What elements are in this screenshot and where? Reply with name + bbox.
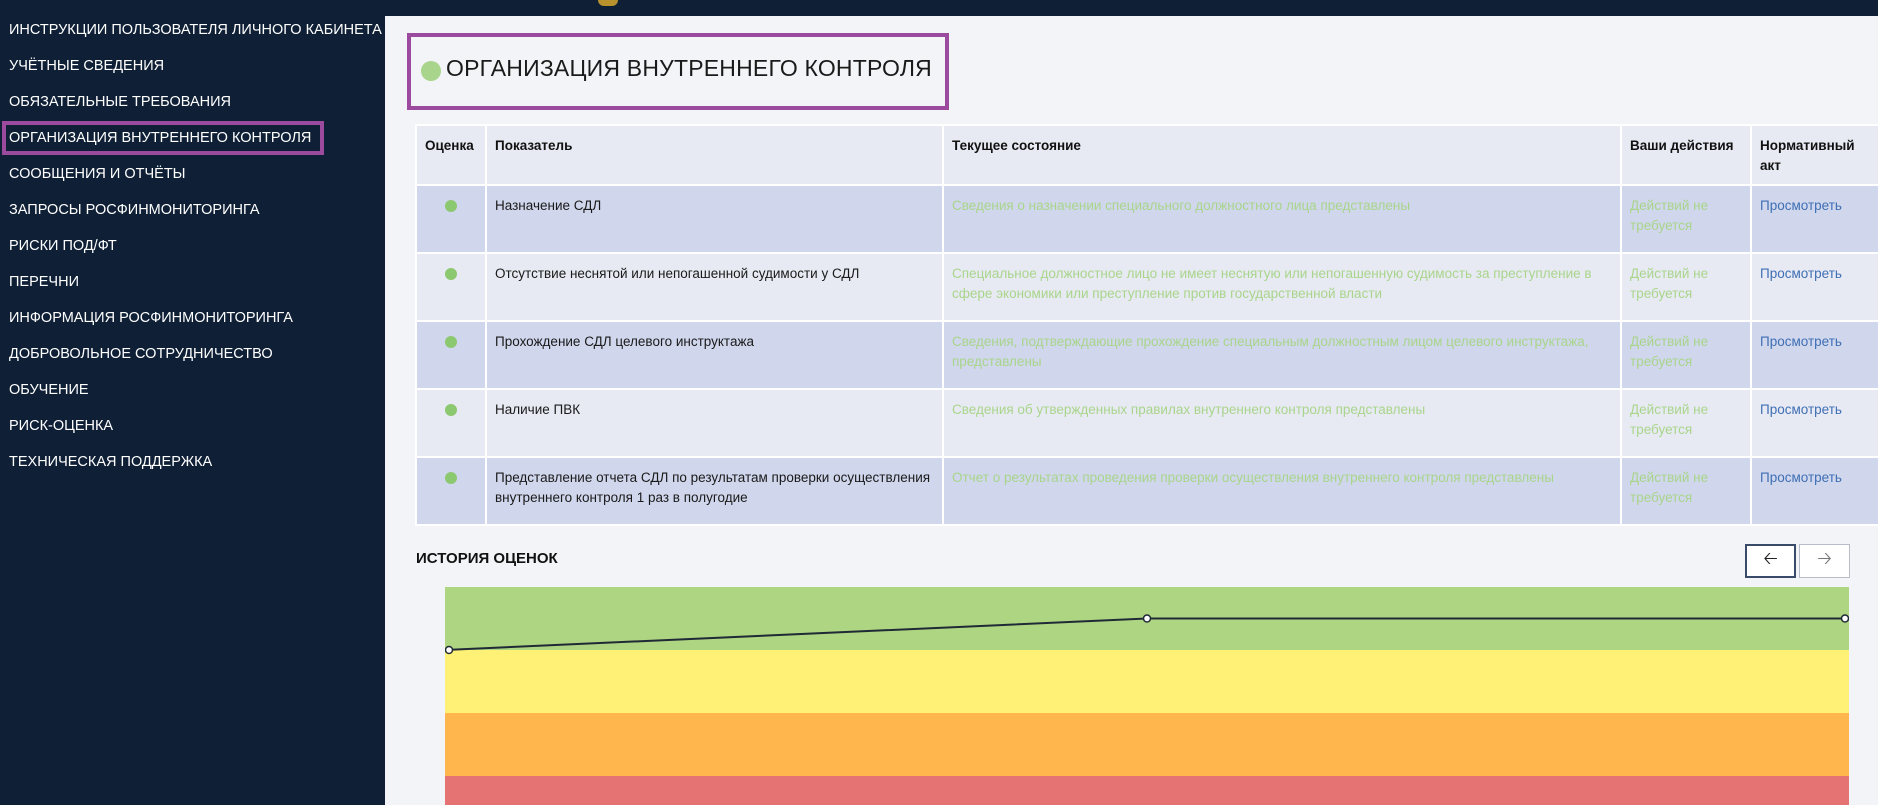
sidebar-item-label: РИСКИ ПОД/ФТ [9, 238, 117, 254]
act-cell: Просмотреть [1750, 252, 1878, 322]
arrow-right-icon: 🡢 [1817, 548, 1832, 568]
column-header-act: Нормативный акт [1750, 124, 1878, 186]
column-header-actions: Ваши действия [1620, 124, 1752, 186]
chart-point[interactable] [1142, 614, 1152, 623]
page-title-box: ОРГАНИЗАЦИЯ ВНУТРЕННЕГО КОНТРОЛЯ [407, 33, 949, 110]
chart-band [445, 650, 1849, 713]
sidebar-item-label: ДОБРОВОЛЬНОЕ СОТРУДНИЧЕСТВО [9, 346, 273, 362]
sidebar-menu: ИНСТРУКЦИИ ПОЛЬЗОВАТЕЛЯ ЛИЧНОГО КАБИНЕТА… [0, 0, 385, 488]
view-link[interactable]: Просмотреть [1760, 402, 1842, 417]
sidebar-item-label: УЧЁТНЫЕ СВЕДЕНИЯ [9, 58, 165, 74]
actions-cell: Действий не требуется [1620, 456, 1752, 526]
chart-point[interactable] [1840, 614, 1849, 623]
view-link[interactable]: Просмотреть [1760, 470, 1842, 485]
sidebar: ИНСТРУКЦИИ ПОЛЬЗОВАТЕЛЯ ЛИЧНОГО КАБИНЕТА… [0, 0, 385, 805]
state-cell: Сведения о назначении специального должн… [942, 184, 1622, 254]
sidebar-item-internal-control[interactable]: ОРГАНИЗАЦИЯ ВНУТРЕННЕГО КОНТРОЛЯ [0, 121, 385, 164]
act-cell: Просмотреть [1750, 388, 1878, 458]
history-next-button[interactable]: 🡢 [1799, 544, 1850, 578]
sidebar-item-lists[interactable]: ПЕРЕЧНИ [0, 272, 385, 308]
sidebar-item-label: ТЕХНИЧЕСКАЯ ПОДДЕРЖКА [9, 454, 213, 470]
column-header-score: Оценка [415, 124, 487, 186]
view-link[interactable]: Просмотреть [1760, 198, 1842, 213]
sidebar-item-messages-reports[interactable]: СООБЩЕНИЯ И ОТЧЁТЫ [0, 164, 385, 200]
status-dot-icon [445, 268, 457, 280]
sidebar-item-training[interactable]: ОБУЧЕНИЕ [0, 380, 385, 416]
indicators-table: Оценка Показатель Текущее состояние Ваши… [415, 124, 1878, 526]
sidebar-item-label: ИНСТРУКЦИИ ПОЛЬЗОВАТЕЛЯ ЛИЧНОГО КАБИНЕТА [9, 22, 382, 38]
history-title: ИСТОРИЯ ОЦЕНОК [416, 550, 558, 567]
column-header-indicator: Показатель [485, 124, 944, 186]
score-cell [415, 184, 487, 254]
chart-point[interactable] [445, 645, 454, 655]
chart-band [445, 713, 1849, 776]
sidebar-item-label: СООБЩЕНИЯ И ОТЧЁТЫ [9, 166, 186, 182]
sidebar-item-requests[interactable]: ЗАПРОСЫ РОСФИНМОНИТОРИНГА [0, 200, 385, 236]
sidebar-item-rosfin-info[interactable]: ИНФОРМАЦИЯ РОСФИНМОНИТОРИНГА [0, 308, 385, 344]
indicator-cell: Наличие ПВК [485, 388, 944, 458]
actions-cell: Действий не требуется [1620, 252, 1752, 322]
indicator-cell: Прохождение СДЛ целевого инструктажа [485, 320, 944, 390]
sidebar-item-label: ОРГАНИЗАЦИЯ ВНУТРЕННЕГО КОНТРОЛЯ [1, 121, 325, 155]
table-row: Назначение СДЛ Сведения о назначении спе… [415, 184, 1878, 254]
sidebar-item-label: ОБУЧЕНИЕ [9, 382, 89, 398]
state-cell: Специальное должностное лицо не имеет не… [942, 252, 1622, 322]
sidebar-item-risks[interactable]: РИСКИ ПОД/ФТ [0, 236, 385, 272]
main-content: ОРГАНИЗАЦИЯ ВНУТРЕННЕГО КОНТРОЛЯ Оценка … [385, 16, 1878, 805]
history-chart [445, 587, 1849, 805]
score-cell [415, 320, 487, 390]
top-header-bar [0, 0, 1878, 16]
history-prev-button[interactable]: 🡠 [1745, 544, 1796, 578]
indicator-cell: Представление отчета СДЛ по результатам … [485, 456, 944, 526]
state-cell: Сведения, подтверждающие прохождение спе… [942, 320, 1622, 390]
chart-band [445, 776, 1849, 805]
state-cell: Сведения об утвержденных правилах внутре… [942, 388, 1622, 458]
table-row: Прохождение СДЛ целевого инструктажа Све… [415, 320, 1878, 390]
act-cell: Просмотреть [1750, 184, 1878, 254]
sidebar-item-user-instructions[interactable]: ИНСТРУКЦИИ ПОЛЬЗОВАТЕЛЯ ЛИЧНОГО КАБИНЕТА [0, 20, 385, 56]
actions-cell: Действий не требуется [1620, 184, 1752, 254]
status-dot-icon [421, 61, 441, 81]
act-cell: Просмотреть [1750, 456, 1878, 526]
act-cell: Просмотреть [1750, 320, 1878, 390]
table-row: Представление отчета СДЛ по результатам … [415, 456, 1878, 526]
table-row: Отсутствие неснятой или непогашенной суд… [415, 252, 1878, 322]
score-cell [415, 456, 487, 526]
score-cell [415, 252, 487, 322]
sidebar-item-account-info[interactable]: УЧЁТНЫЕ СВЕДЕНИЯ [0, 56, 385, 92]
table-row: Наличие ПВК Сведения об утвержденных пра… [415, 388, 1878, 458]
indicator-cell: Отсутствие неснятой или непогашенной суд… [485, 252, 944, 322]
score-cell [415, 388, 487, 458]
actions-cell: Действий не требуется [1620, 388, 1752, 458]
emblem-icon [598, 0, 618, 6]
table-header-row: Оценка Показатель Текущее состояние Ваши… [415, 124, 1878, 186]
state-cell: Отчет о результатах проведения проверки … [942, 456, 1622, 526]
sidebar-item-label: ИНФОРМАЦИЯ РОСФИНМОНИТОРИНГА [9, 310, 293, 326]
status-dot-icon [445, 404, 457, 416]
column-header-state: Текущее состояние [942, 124, 1622, 186]
actions-cell: Действий не требуется [1620, 320, 1752, 390]
status-dot-icon [445, 472, 457, 484]
sidebar-item-label: РИСК-ОЦЕНКА [9, 418, 114, 434]
status-dot-icon [445, 200, 457, 212]
arrow-left-icon: 🡠 [1763, 548, 1778, 568]
sidebar-item-label: ПЕРЕЧНИ [9, 274, 79, 290]
sidebar-item-cooperation[interactable]: ДОБРОВОЛЬНОЕ СОТРУДНИЧЕСТВО [0, 344, 385, 380]
sidebar-item-risk-assessment[interactable]: РИСК-ОЦЕНКА [0, 416, 385, 452]
view-link[interactable]: Просмотреть [1760, 334, 1842, 349]
sidebar-item-support[interactable]: ТЕХНИЧЕСКАЯ ПОДДЕРЖКА [0, 452, 385, 488]
sidebar-item-label: ОБЯЗАТЕЛЬНЫЕ ТРЕБОВАНИЯ [9, 94, 232, 110]
sidebar-item-mandatory-requirements[interactable]: ОБЯЗАТЕЛЬНЫЕ ТРЕБОВАНИЯ [0, 92, 385, 128]
view-link[interactable]: Просмотреть [1760, 266, 1842, 281]
page-title: ОРГАНИЗАЦИЯ ВНУТРЕННЕГО КОНТРОЛЯ [446, 55, 932, 81]
sidebar-item-label: ЗАПРОСЫ РОСФИНМОНИТОРИНГА [9, 202, 260, 218]
status-dot-icon [445, 336, 457, 348]
indicator-cell: Назначение СДЛ [485, 184, 944, 254]
